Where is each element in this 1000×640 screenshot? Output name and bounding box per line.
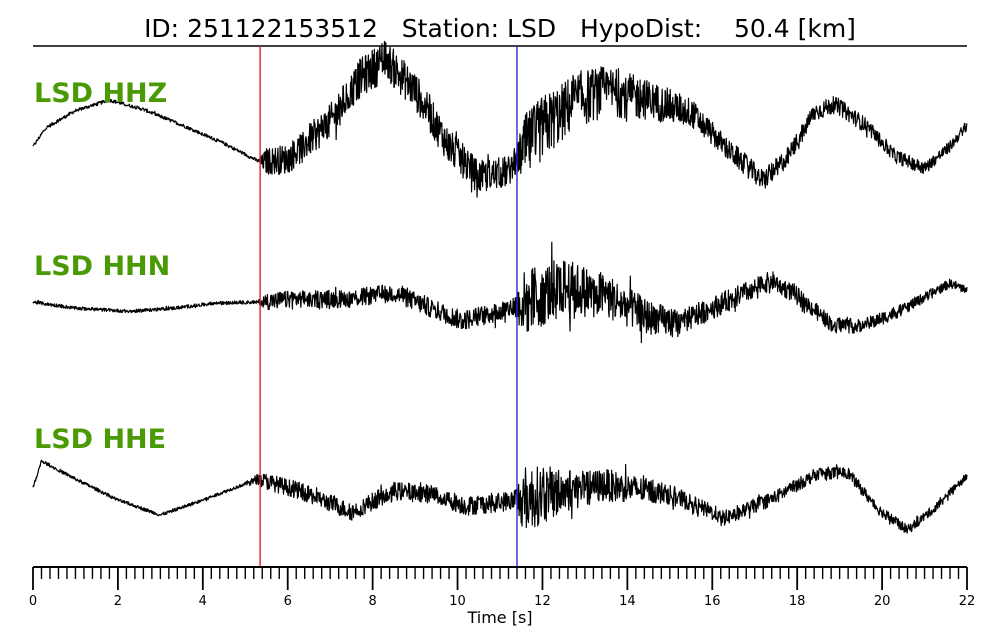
time-axis: 0 2 4 6 8 10 12 14 16 18 20 22 Time [s] (29, 566, 975, 627)
event-id: 251122153512 (187, 14, 378, 43)
trace-lsd-hhe (32, 459, 968, 534)
tick-label: 8 (368, 594, 376, 609)
tick-label: 22 (959, 594, 976, 609)
plot-title: ID: 251122153512 Station: LSD HypoDist: … (144, 14, 856, 43)
tick-label: 18 (789, 594, 806, 609)
trace-label-lsd-hhn: LSD HHN (34, 251, 170, 282)
tick-label: 4 (199, 594, 207, 609)
tick-label: 20 (874, 594, 891, 609)
x-axis-label: Time [s] (466, 608, 532, 627)
station-code: LSD (507, 14, 556, 43)
trace-group (32, 40, 968, 534)
trace-labels: LSD HHZ LSD HHN LSD HHE (34, 78, 170, 455)
tick-label: 14 (619, 594, 636, 609)
hypodist-unit: [km] (798, 14, 856, 43)
tick-label: 2 (114, 594, 122, 609)
tick-label: 16 (704, 594, 721, 609)
major-ticks: 0 2 4 6 8 10 12 14 16 18 20 22 (29, 567, 975, 609)
pick-lines (259, 46, 518, 567)
minor-ticks (40, 567, 960, 579)
tick-label: 6 (284, 594, 292, 609)
tick-label: 12 (534, 594, 551, 609)
trace-label-lsd-hhz: LSD HHZ (34, 78, 167, 109)
trace-lsd-hhn (32, 241, 968, 344)
station-label: Station: (402, 14, 499, 43)
tick-label: 0 (29, 594, 37, 609)
hypodist-value: 50.4 (734, 14, 790, 43)
trace-label-lsd-hhe: LSD HHE (34, 424, 166, 455)
trace-lsd-hhz (32, 40, 968, 198)
id-label: ID: (144, 14, 179, 43)
hypodist-label: HypoDist: (580, 14, 702, 43)
tick-label: 10 (449, 594, 466, 609)
